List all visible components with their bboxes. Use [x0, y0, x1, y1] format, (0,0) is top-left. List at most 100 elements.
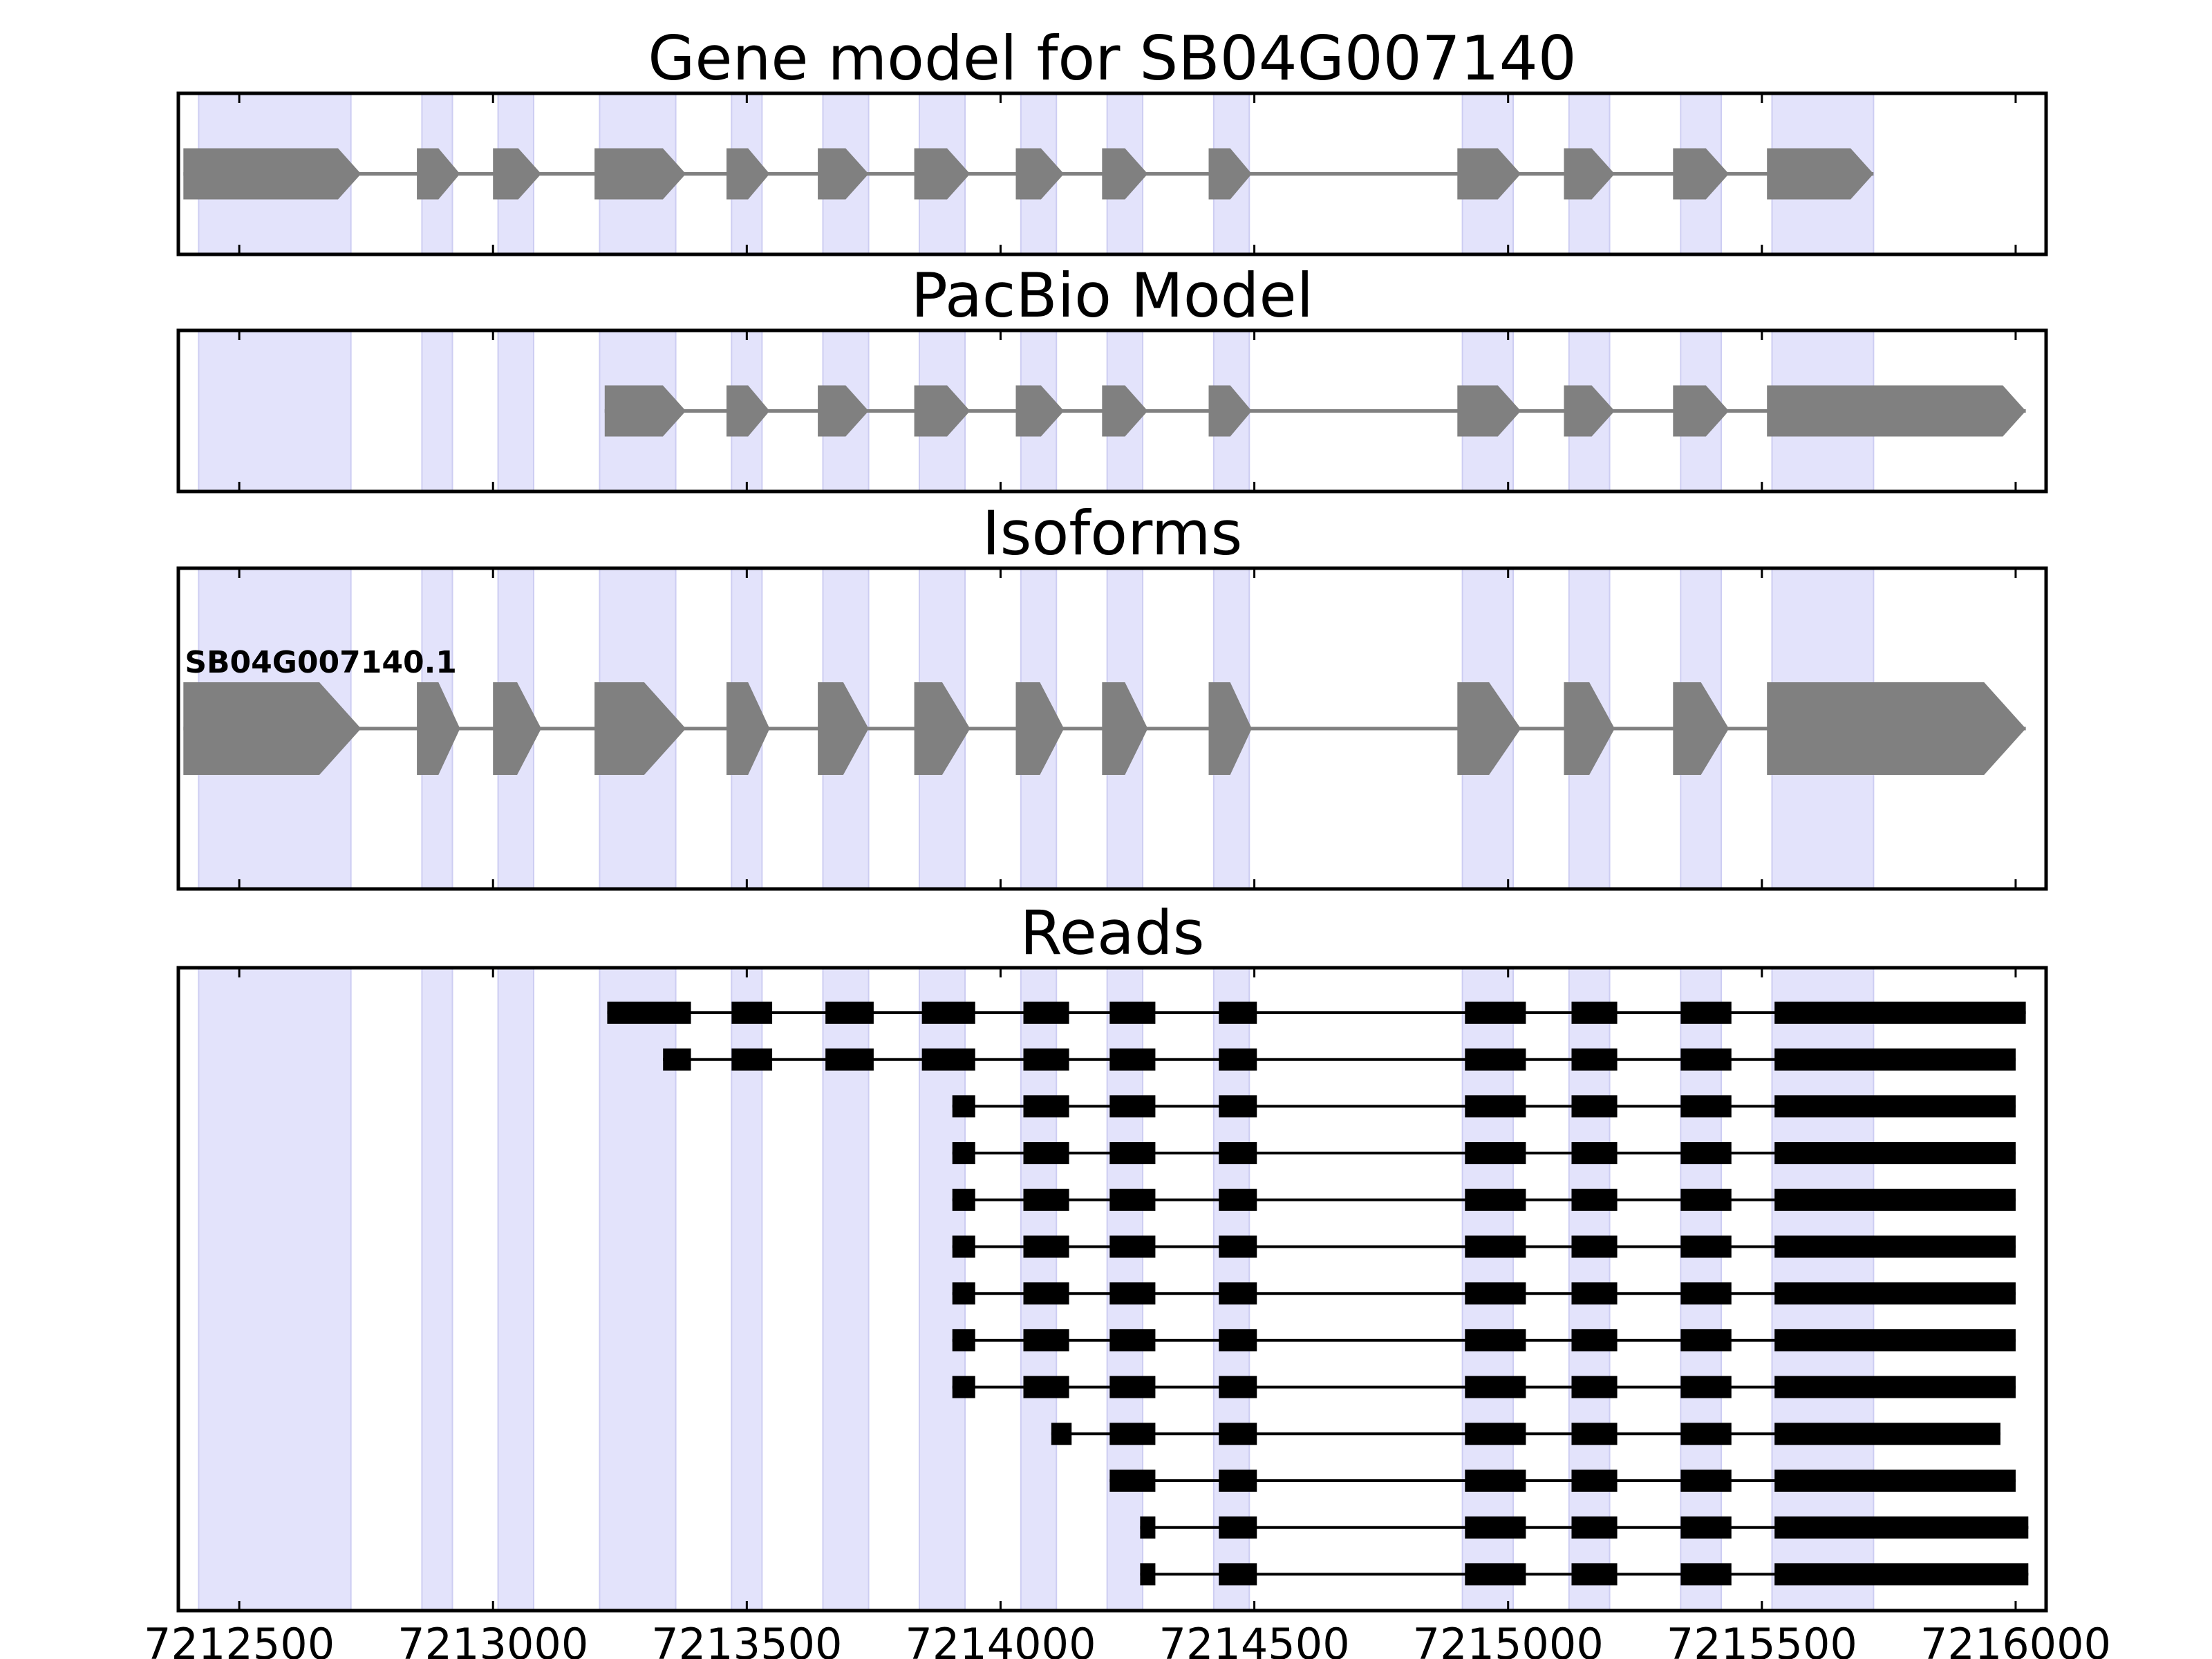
highlight-region	[497, 967, 534, 1611]
read-exon-block	[1774, 1235, 2016, 1258]
read-exon-block	[952, 1282, 975, 1305]
read-exon-block	[1774, 1563, 2029, 1586]
read-exon-block	[825, 1002, 874, 1024]
exon-arrow	[1564, 385, 1615, 437]
read-exon-block	[1219, 1470, 1257, 1492]
read-exon-block	[1774, 1282, 2016, 1305]
highlight-region	[822, 967, 870, 1611]
exon-arrow	[1208, 385, 1252, 437]
exon-arrow	[727, 148, 770, 200]
read-exon-block	[1571, 1095, 1618, 1118]
x-tick-label: 7213000	[397, 1619, 588, 1659]
read-exon-block	[1023, 1188, 1069, 1211]
exon-arrow	[594, 682, 686, 775]
exon-arrow	[1208, 682, 1252, 775]
read-exon-block	[1219, 1376, 1257, 1398]
exon-arrow	[417, 148, 460, 200]
read-exon-block	[1109, 1376, 1156, 1398]
read-exon-block	[952, 1095, 975, 1118]
read-exon-block	[607, 1002, 691, 1024]
exon-arrow	[914, 148, 971, 200]
read-track	[1109, 1470, 2016, 1492]
read-exon-block	[1023, 1376, 1069, 1398]
read-exon-block	[1109, 1282, 1156, 1305]
read-exon-block	[1774, 1095, 2016, 1118]
exon-arrow	[1457, 385, 1521, 437]
exon-arrow	[417, 682, 460, 775]
read-exon-block	[1774, 1142, 2016, 1165]
read-exon-block	[1109, 1470, 1156, 1492]
read-exon-block	[1109, 1423, 1156, 1445]
read-exon-block	[731, 1048, 773, 1071]
read-track	[952, 1282, 2016, 1305]
read-exon-block	[1571, 1470, 1618, 1492]
exon-arrow	[1015, 148, 1065, 200]
highlight-region	[198, 330, 352, 492]
panel-isoforms: Isoforms SB04G007140.1	[176, 498, 2048, 891]
read-exon-block	[1023, 1048, 1069, 1071]
read-exon-block	[1571, 1142, 1618, 1165]
panel-title-isoforms: Isoforms	[982, 498, 1243, 569]
read-exon-block	[1571, 1002, 1618, 1024]
read-track	[663, 1048, 2016, 1071]
read-exon-block	[1680, 1563, 1732, 1586]
read-exon-block	[921, 1048, 975, 1071]
exon-arrow	[818, 682, 869, 775]
exon-arrow	[1767, 385, 2026, 437]
read-exon-block	[1680, 1142, 1732, 1165]
exon-arrow	[1673, 148, 1730, 200]
read-exon-block	[1219, 1188, 1257, 1211]
panel-frame	[176, 91, 2048, 256]
read-exon-block	[1571, 1329, 1618, 1351]
read-exon-block	[1140, 1563, 1156, 1586]
read-track	[952, 1329, 2016, 1351]
read-track	[952, 1188, 2016, 1211]
read-exon-block	[1774, 1048, 2016, 1071]
read-exon-block	[1219, 1563, 1257, 1586]
read-exon-block	[1774, 1188, 2016, 1211]
read-exon-block	[1023, 1142, 1069, 1165]
exon-arrow	[1015, 682, 1065, 775]
read-exon-block	[1109, 1142, 1156, 1165]
read-exon-block	[1680, 1282, 1732, 1305]
read-exon-block	[1219, 1423, 1257, 1445]
panel-frame	[176, 328, 2048, 494]
read-exon-block	[1571, 1235, 1618, 1258]
read-track	[952, 1142, 2016, 1165]
gene-track	[604, 385, 2026, 437]
read-exon-block	[1465, 1048, 1526, 1071]
exon-arrow	[1767, 148, 1874, 200]
exon-arrow	[183, 148, 362, 200]
gene-track	[183, 148, 1874, 200]
exon-arrow	[1673, 385, 1730, 437]
read-exon-block	[825, 1048, 874, 1071]
read-exon-block	[1774, 1470, 2016, 1492]
read-exon-block	[921, 1002, 975, 1024]
read-exon-block	[1571, 1516, 1618, 1539]
panel-reads: Reads	[176, 897, 2048, 1613]
read-exon-block	[1465, 1095, 1526, 1118]
read-exon-block	[1680, 1095, 1732, 1118]
panel-frame	[176, 966, 2048, 1613]
read-exon-block	[1219, 1002, 1257, 1024]
exon-arrow	[493, 682, 541, 775]
read-exon-block	[1571, 1188, 1618, 1211]
exon-arrow	[818, 148, 869, 200]
read-exon-block	[1680, 1002, 1732, 1024]
highlight-region	[421, 967, 453, 1611]
read-exon-block	[1680, 1376, 1732, 1398]
read-exon-block	[952, 1376, 975, 1398]
read-track	[1051, 1423, 2000, 1445]
read-exon-block	[1680, 1048, 1732, 1071]
read-exon-block	[1465, 1470, 1526, 1492]
panel-title-gene_model: Gene model for SB04G007140	[648, 23, 1577, 94]
exon-arrow	[1015, 385, 1065, 437]
read-exon-block	[1774, 1002, 2026, 1024]
read-exon-block	[1109, 1329, 1156, 1351]
exon-arrow	[1564, 682, 1615, 775]
x-tick-label: 7214000	[905, 1619, 1096, 1659]
exon-arrow	[604, 385, 686, 437]
read-exon-block	[1219, 1235, 1257, 1258]
exon-arrow	[1208, 148, 1252, 200]
